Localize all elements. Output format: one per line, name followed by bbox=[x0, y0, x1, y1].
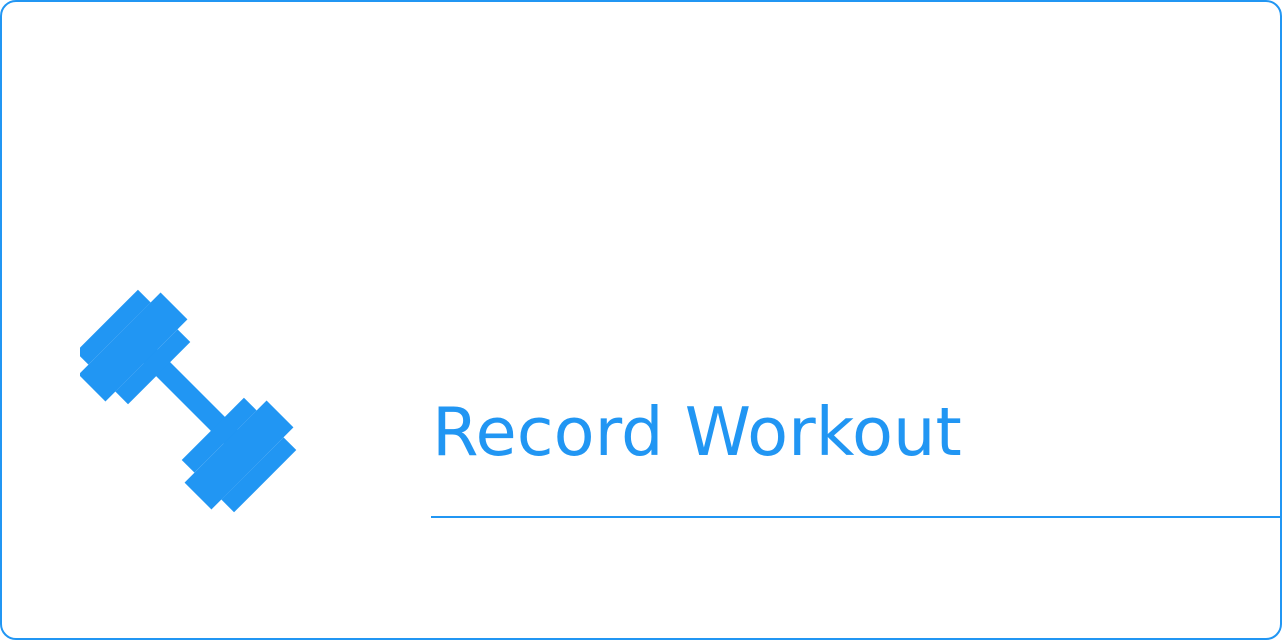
button-label: Record Workout bbox=[432, 393, 962, 471]
dumbbell-icon bbox=[80, 288, 308, 516]
label-underline bbox=[431, 516, 1280, 518]
